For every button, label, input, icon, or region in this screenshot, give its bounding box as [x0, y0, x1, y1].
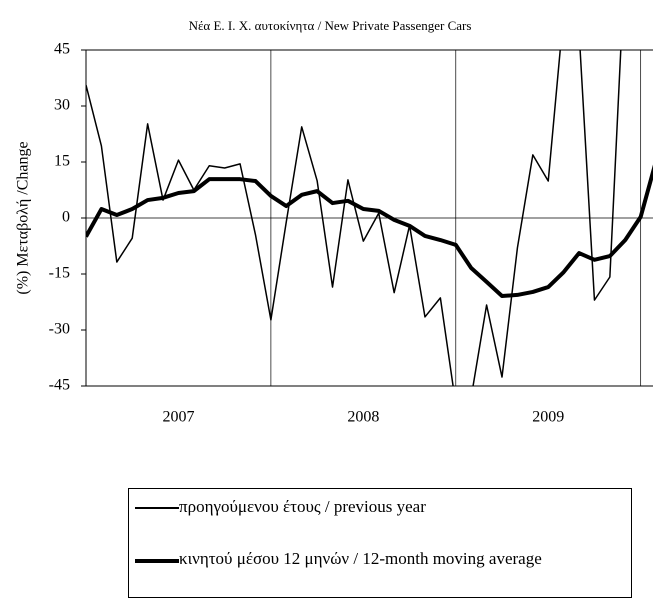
y-tick-label: 15	[54, 153, 70, 170]
legend-label: κινητού μέσου 12 μηνών / 12-month moving…	[179, 549, 542, 568]
plot-frame	[85, 49, 653, 387]
plot-area	[86, 50, 653, 386]
legend-swatch	[135, 559, 179, 563]
legend: προηγούμενου έτους / previous year κινητο…	[128, 488, 632, 598]
y-tick-label: -30	[49, 321, 70, 338]
y-tick-label: 45	[54, 41, 70, 58]
legend-entry: κινητού μέσου 12 μηνών / 12-month moving…	[135, 549, 579, 569]
x-tick-label: 2009	[532, 409, 564, 426]
y-axis-label: (%) Μεταβολή /Change	[15, 141, 32, 294]
x-tick-label: 2007	[162, 409, 194, 426]
series-line	[86, 50, 622, 386]
legend-label: προηγούμενου έτους / previous year	[179, 497, 426, 516]
y-tick-label: -45	[49, 377, 70, 394]
y-tick-label: -15	[49, 265, 70, 282]
legend-swatch	[135, 507, 179, 509]
y-tick-label: 30	[54, 97, 70, 114]
y-tick-label: 0	[62, 209, 70, 226]
chart-title: Νέα Ε. Ι. Χ. αυτοκίνητα / New Private Pa…	[189, 18, 472, 33]
series-line	[86, 164, 653, 299]
legend-entry: προηγούμενου έτους / previous year	[135, 497, 579, 517]
x-tick-label: 2008	[347, 409, 379, 426]
